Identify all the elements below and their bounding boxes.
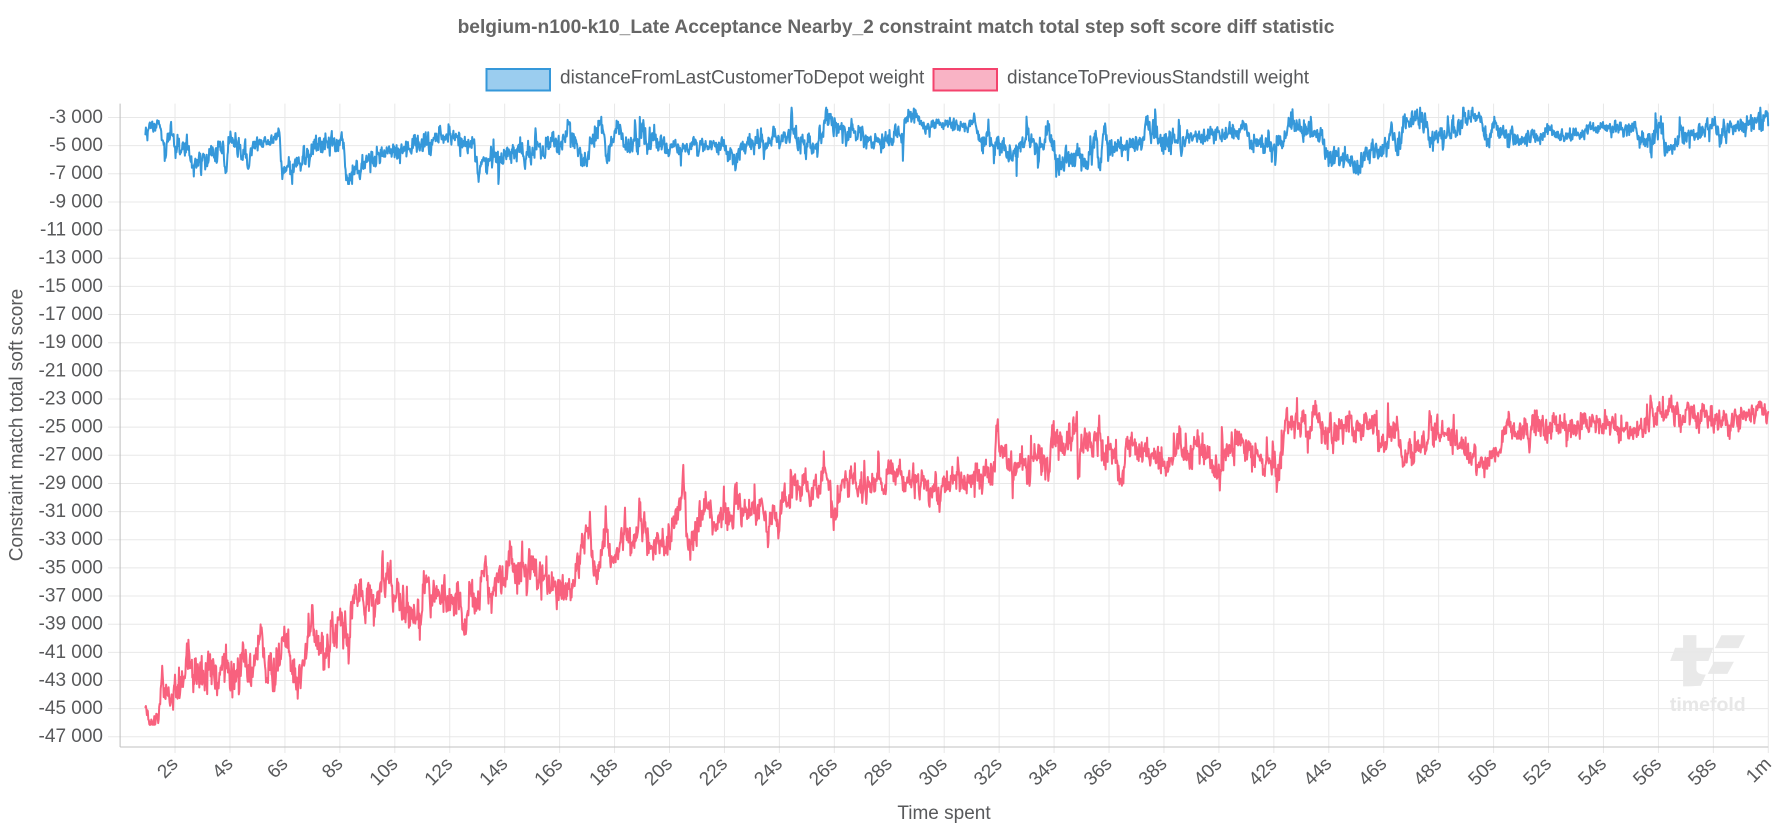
svg-text:belgium-n100-k10_Late Acceptan: belgium-n100-k10_Late Acceptance Nearby_… xyxy=(458,17,1335,38)
svg-text:-35 000: -35 000 xyxy=(39,557,103,578)
svg-text:-45 000: -45 000 xyxy=(39,698,103,719)
svg-text:distanceFromLastCustomerToDepo: distanceFromLastCustomerToDepot weight xyxy=(560,68,925,89)
svg-text:-15 000: -15 000 xyxy=(39,276,103,297)
svg-text:-41 000: -41 000 xyxy=(39,642,103,663)
svg-text:-3 000: -3 000 xyxy=(49,107,103,128)
svg-text:Time spent: Time spent xyxy=(897,803,991,824)
svg-text:-17 000: -17 000 xyxy=(39,304,103,325)
svg-text:-29 000: -29 000 xyxy=(39,473,103,494)
svg-text:-7 000: -7 000 xyxy=(49,163,103,184)
svg-text:-43 000: -43 000 xyxy=(39,670,103,691)
svg-text:-5 000: -5 000 xyxy=(49,135,103,156)
svg-text:-23 000: -23 000 xyxy=(39,388,103,409)
svg-text:distanceToPreviousStandstill w: distanceToPreviousStandstill weight xyxy=(1007,68,1310,89)
svg-text:-11 000: -11 000 xyxy=(40,220,103,241)
svg-text:-33 000: -33 000 xyxy=(39,529,103,550)
svg-text:-47 000: -47 000 xyxy=(39,726,103,747)
svg-text:-31 000: -31 000 xyxy=(39,501,103,522)
svg-text:-27 000: -27 000 xyxy=(39,445,103,466)
svg-text:-13 000: -13 000 xyxy=(39,248,103,269)
svg-text:Constraint match total soft sc: Constraint match total soft score xyxy=(7,289,28,561)
svg-text:-39 000: -39 000 xyxy=(39,614,103,635)
svg-text:-9 000: -9 000 xyxy=(49,191,103,212)
svg-text:timefold: timefold xyxy=(1670,694,1746,716)
svg-text:-37 000: -37 000 xyxy=(39,585,103,606)
svg-text:-25 000: -25 000 xyxy=(39,417,103,438)
svg-text:-19 000: -19 000 xyxy=(39,332,103,353)
svg-text:-21 000: -21 000 xyxy=(39,360,103,381)
